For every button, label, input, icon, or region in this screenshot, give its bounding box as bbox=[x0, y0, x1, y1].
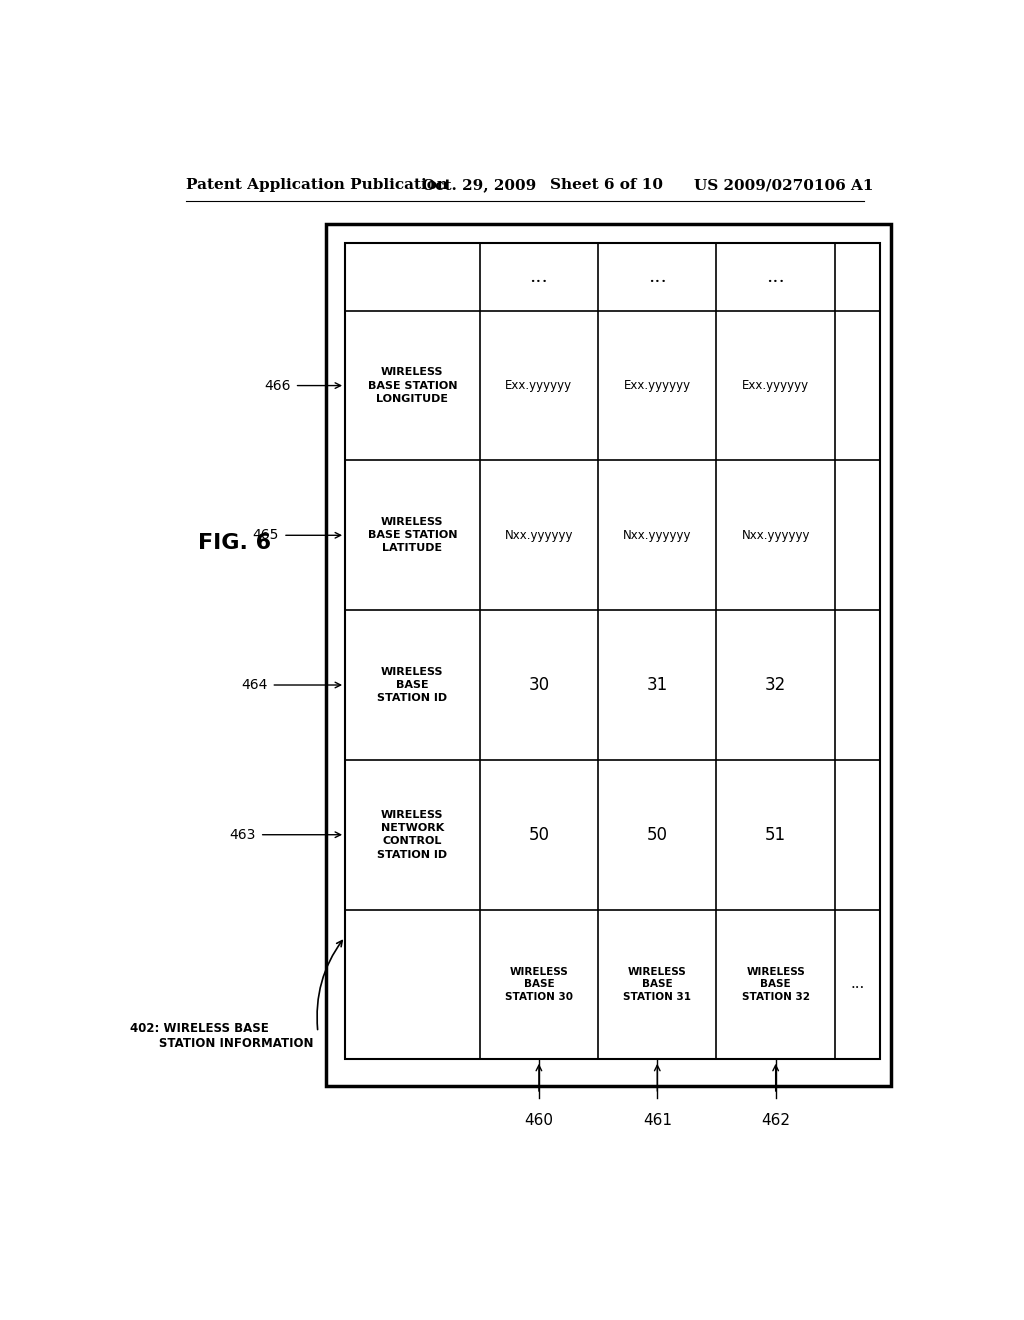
Bar bbox=[345, 243, 880, 1059]
Text: WIRELESS
BASE
STATION ID: WIRELESS BASE STATION ID bbox=[377, 667, 447, 704]
Text: WIRELESS
BASE
STATION 31: WIRELESS BASE STATION 31 bbox=[624, 968, 691, 1002]
Text: WIRELESS
BASE
STATION 30: WIRELESS BASE STATION 30 bbox=[505, 968, 572, 1002]
Text: ...: ... bbox=[648, 268, 667, 286]
Text: WIRELESS
BASE STATION
LATITUDE: WIRELESS BASE STATION LATITUDE bbox=[368, 517, 457, 553]
Text: FIG. 6: FIG. 6 bbox=[198, 533, 271, 553]
Text: 465: 465 bbox=[253, 528, 280, 543]
Text: Exx.yyyyyy: Exx.yyyyyy bbox=[742, 379, 809, 392]
Text: 463: 463 bbox=[229, 828, 256, 842]
Text: WIRELESS
BASE STATION
LONGITUDE: WIRELESS BASE STATION LONGITUDE bbox=[368, 367, 457, 404]
Text: Nxx.yyyyyy: Nxx.yyyyyy bbox=[623, 529, 691, 541]
Text: 402: WIRELESS BASE
       STATION INFORMATION: 402: WIRELESS BASE STATION INFORMATION bbox=[130, 1022, 314, 1051]
Text: 460: 460 bbox=[524, 1113, 553, 1129]
Text: Oct. 29, 2009: Oct. 29, 2009 bbox=[423, 178, 537, 193]
Text: Exx.yyyyyy: Exx.yyyyyy bbox=[624, 379, 691, 392]
Text: WIRELESS
BASE
STATION 32: WIRELESS BASE STATION 32 bbox=[741, 968, 810, 1002]
Text: 466: 466 bbox=[264, 379, 291, 392]
Bar bbox=[326, 224, 891, 1086]
Text: 50: 50 bbox=[647, 826, 668, 843]
Text: 30: 30 bbox=[528, 676, 550, 694]
Text: 50: 50 bbox=[528, 826, 550, 843]
Text: 461: 461 bbox=[643, 1113, 672, 1129]
Text: WIRELESS
NETWORK
CONTROL
STATION ID: WIRELESS NETWORK CONTROL STATION ID bbox=[377, 810, 447, 859]
Text: ...: ... bbox=[850, 977, 864, 991]
Text: Exx.yyyyyy: Exx.yyyyyy bbox=[505, 379, 572, 392]
Text: 51: 51 bbox=[765, 826, 786, 843]
Text: ...: ... bbox=[529, 268, 548, 286]
Text: ...: ... bbox=[766, 268, 785, 286]
Text: Sheet 6 of 10: Sheet 6 of 10 bbox=[550, 178, 664, 193]
Text: Nxx.yyyyyy: Nxx.yyyyyy bbox=[741, 529, 810, 541]
Text: Nxx.yyyyyy: Nxx.yyyyyy bbox=[505, 529, 573, 541]
Text: Patent Application Publication: Patent Application Publication bbox=[186, 178, 449, 193]
Text: 462: 462 bbox=[761, 1113, 791, 1129]
Text: 32: 32 bbox=[765, 676, 786, 694]
Text: 464: 464 bbox=[241, 678, 267, 692]
Text: 31: 31 bbox=[646, 676, 668, 694]
Text: US 2009/0270106 A1: US 2009/0270106 A1 bbox=[693, 178, 873, 193]
